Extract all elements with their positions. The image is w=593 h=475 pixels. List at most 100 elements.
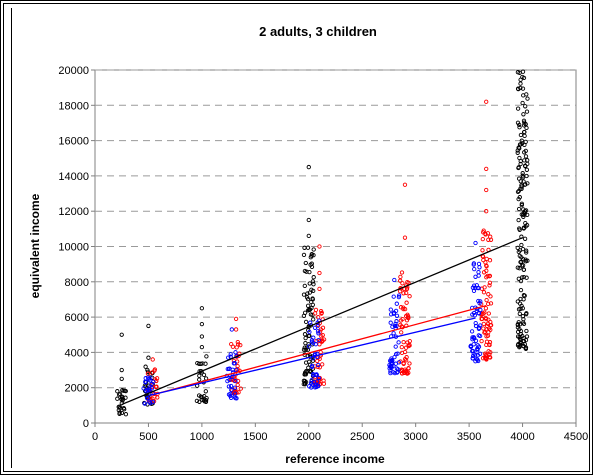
- data-point: [481, 290, 487, 295]
- data-point: [515, 150, 520, 155]
- data-point: [524, 223, 530, 228]
- y-tick-label: 10000: [58, 242, 89, 254]
- data-point: [301, 292, 307, 297]
- data-point: [302, 345, 307, 350]
- data-point: [228, 395, 234, 401]
- data-point: [227, 377, 232, 383]
- data-point: [487, 280, 493, 285]
- data-point: [146, 323, 151, 329]
- data-point: [403, 358, 409, 363]
- trend-line: [148, 317, 476, 397]
- data-point: [234, 345, 239, 350]
- data-point: [405, 314, 411, 319]
- data-point: [515, 189, 521, 195]
- data-point: [398, 305, 404, 310]
- x-tick-label: 3000: [403, 431, 427, 443]
- data-point: [197, 377, 202, 382]
- data-point: [524, 328, 529, 334]
- data-point: [474, 283, 479, 288]
- data-point: [390, 324, 395, 329]
- data-point: [302, 268, 308, 274]
- data-point: [404, 286, 410, 292]
- data-point: [311, 253, 316, 258]
- data-point: [306, 333, 311, 339]
- data-point: [199, 306, 205, 311]
- data-point: [520, 86, 526, 91]
- data-point: [517, 326, 522, 332]
- data-point: [402, 356, 408, 362]
- data-point: [226, 355, 231, 360]
- data-point: [488, 301, 494, 306]
- data-point: [119, 332, 124, 337]
- data-point: [316, 362, 321, 368]
- data-point: [317, 244, 322, 249]
- data-point: [522, 133, 527, 139]
- data-point: [317, 286, 322, 292]
- data-point: [476, 285, 481, 291]
- data-point: [525, 258, 530, 263]
- data-point: [471, 262, 476, 267]
- data-point: [515, 106, 521, 111]
- data-point: [484, 187, 489, 193]
- data-point: [311, 317, 316, 322]
- data-point: [392, 354, 397, 360]
- data-point: [316, 383, 321, 389]
- data-point: [521, 293, 527, 298]
- data-point: [476, 326, 482, 331]
- data-point: [519, 138, 524, 143]
- data-point: [393, 344, 398, 349]
- data-point: [519, 184, 524, 189]
- data-point: [303, 260, 308, 266]
- x-tick-label: 2500: [350, 431, 374, 443]
- data-point: [520, 69, 526, 74]
- data-point: [522, 142, 527, 148]
- data-point: [201, 372, 207, 378]
- data-point: [155, 395, 160, 400]
- data-point: [120, 398, 125, 403]
- data-point: [484, 297, 489, 303]
- data-point: [515, 265, 520, 270]
- data-point: [149, 386, 155, 391]
- data-point: [394, 319, 399, 324]
- data-point: [522, 236, 528, 241]
- data-point: [521, 274, 526, 280]
- data-point: [488, 294, 493, 299]
- data-point: [145, 371, 151, 376]
- data-point: [311, 335, 316, 340]
- data-point: [389, 365, 394, 370]
- data-point: [475, 346, 480, 351]
- data-point: [306, 217, 311, 223]
- data-point: [517, 125, 522, 130]
- data-point: [307, 269, 312, 275]
- data-point: [486, 237, 491, 242]
- data-point: [396, 294, 402, 300]
- data-point: [484, 264, 489, 269]
- data-point: [479, 338, 484, 344]
- data-point: [306, 233, 311, 239]
- data-point: [484, 99, 489, 104]
- data-point: [476, 311, 482, 316]
- data-point: [117, 411, 122, 416]
- data-point: [146, 355, 151, 360]
- data-point: [311, 275, 316, 280]
- data-point: [523, 148, 528, 154]
- data-point: [306, 164, 311, 170]
- data-point: [320, 362, 325, 367]
- data-point: [119, 367, 124, 373]
- y-tick-label: 2000: [65, 383, 89, 395]
- data-point: [404, 318, 410, 323]
- data-point: [521, 123, 527, 128]
- data-point: [523, 346, 528, 351]
- data-point: [313, 372, 318, 378]
- data-point: [311, 282, 316, 287]
- data-point: [519, 202, 524, 208]
- data-point: [115, 389, 120, 394]
- data-point: [402, 349, 408, 355]
- data-point: [391, 294, 396, 299]
- data-point: [520, 263, 526, 268]
- data-point: [484, 166, 489, 171]
- data-point: [228, 391, 233, 397]
- data-point: [320, 332, 325, 338]
- data-point: [229, 327, 234, 332]
- data-point: [395, 351, 400, 356]
